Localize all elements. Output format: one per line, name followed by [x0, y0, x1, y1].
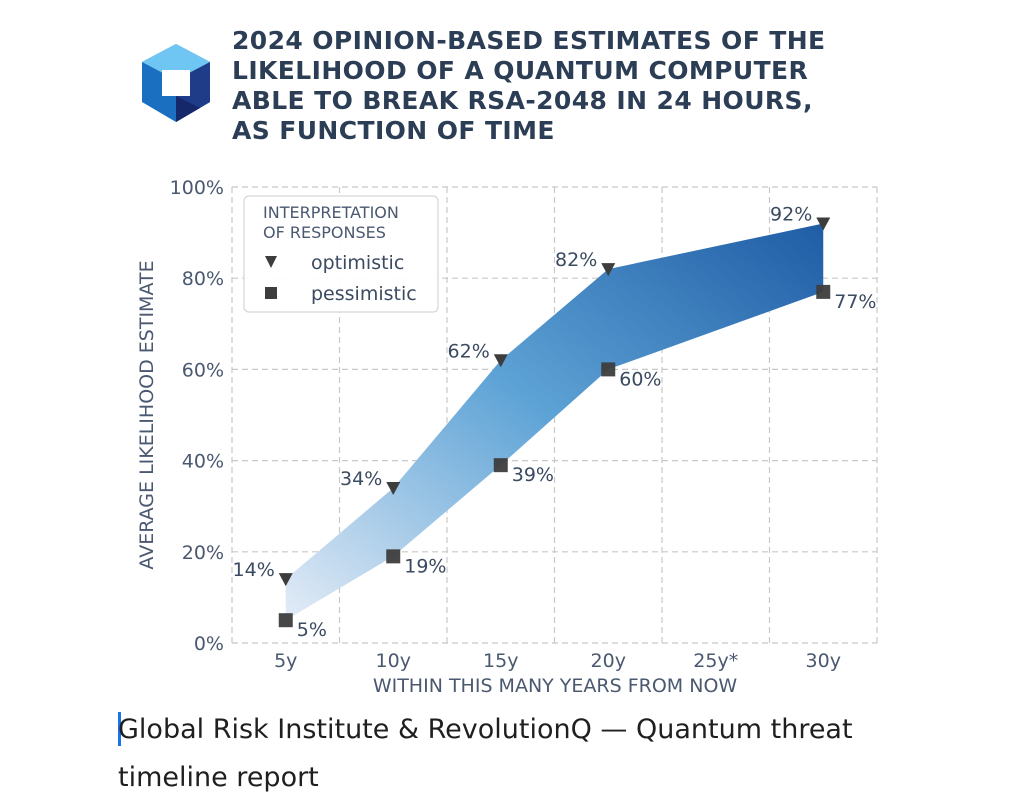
legend-box	[243, 195, 439, 313]
optimistic-marker-triangle-down-icon	[278, 573, 293, 587]
y-axis-label: AVERAGE LIKELIHOOD ESTIMATE	[136, 260, 158, 569]
y-tick-label: 20%	[182, 542, 224, 564]
revolutionq-cube-icon	[142, 44, 210, 122]
x-tick-label: 20y	[591, 650, 626, 672]
x-tick-label: 10y	[376, 650, 411, 672]
optimistic-marker-triangle-down-icon	[386, 481, 401, 495]
pessimistic-marker-square-icon	[601, 362, 616, 377]
band-area	[285, 223, 824, 621]
y-tick-label: 40%	[182, 451, 224, 473]
pessimistic-marker-square-icon	[493, 458, 508, 473]
x-tick-label: 15y	[483, 650, 518, 672]
legend-optimistic-label: optimistic	[311, 252, 404, 274]
legend-title-line-1: INTERPRETATION	[263, 203, 399, 222]
chart-title-line-4: AS FUNCTION OF TIME	[232, 116, 555, 145]
legend: INTERPRETATION OF RESPONSES optimistic p…	[243, 195, 439, 313]
optimistic-data-label: 62%	[448, 340, 490, 362]
text-cursor	[118, 712, 121, 746]
optimistic-marker-triangle-down-icon	[601, 263, 616, 277]
x-tick-label: 5y	[274, 650, 297, 672]
y-tick-label: 80%	[182, 268, 224, 290]
x-axis-label: WITHIN THIS MANY YEARS FROM NOW	[373, 675, 738, 697]
pessimistic-marker-square-icon	[278, 613, 293, 628]
optimistic-data-label: 82%	[555, 249, 597, 271]
axes: WITHIN THIS MANY YEARS FROM NOW AVERAGE …	[136, 177, 841, 697]
legend-square-icon	[265, 287, 277, 299]
chart-title-line-2: LIKELIHOOD OF A QUANTUM COMPUTER	[232, 56, 809, 85]
legend-title-line-2: OF RESPONSES	[263, 223, 386, 242]
pessimistic-data-label: 77%	[834, 291, 876, 313]
y-tick-label: 0%	[194, 633, 224, 655]
pessimistic-marker-square-icon	[386, 549, 401, 564]
optimistic-data-label: 92%	[770, 203, 812, 225]
pessimistic-data-label: 39%	[512, 464, 554, 486]
chart-title-line-3: ABLE TO BREAK RSA-2048 IN 24 HOURS,	[232, 86, 813, 115]
data-marks: 14% 34% 62% 82% 92% 5% 19% 39% 60% 77%	[233, 203, 877, 641]
optimistic-data-label: 14%	[233, 559, 275, 581]
y-tick-label: 60%	[182, 359, 224, 381]
pessimistic-marker-square-icon	[816, 284, 831, 299]
chart: 14% 34% 62% 82% 92% 5% 19% 39% 60% 77% WITHIN THI…	[136, 44, 878, 697]
pessimistic-data-label: 60%	[619, 368, 661, 390]
pessimistic-data-label: 5%	[297, 619, 327, 641]
y-tick-label: 100%	[170, 177, 224, 199]
pessimistic-data-label: 19%	[404, 555, 446, 577]
x-tick-label: 30y	[806, 650, 841, 672]
estimate-band	[285, 223, 824, 621]
optimistic-marker-triangle-down-icon	[493, 354, 508, 368]
legend-triangle-down-icon	[265, 256, 277, 268]
optimistic-marker-triangle-down-icon	[816, 217, 831, 231]
caption: Global Risk Institute & RevolutionQ — Qu…	[118, 714, 853, 793]
x-tick-label: 25y*	[693, 650, 738, 672]
legend-pessimistic-label: pessimistic	[311, 283, 417, 305]
chart-title-line-1: 2024 OPINION-BASED ESTIMATES OF THE	[232, 26, 826, 55]
optimistic-data-label: 34%	[340, 468, 382, 490]
